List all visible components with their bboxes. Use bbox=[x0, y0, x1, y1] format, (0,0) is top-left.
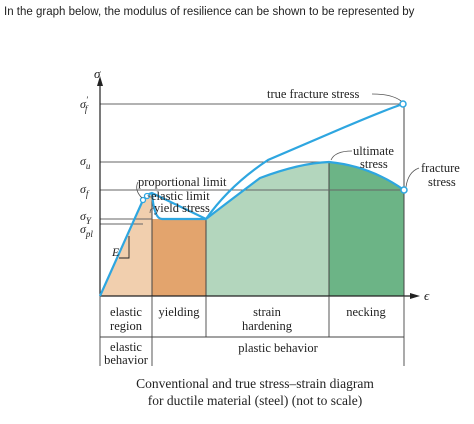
ultimate-label-line1: ultimate bbox=[353, 144, 394, 158]
proportional-leader bbox=[136, 181, 143, 199]
ultimate-label-line2: stress bbox=[360, 157, 388, 171]
tick-sigma-u: σu bbox=[80, 154, 91, 171]
caption-line2: for ductile material (steel) (not to sca… bbox=[148, 393, 362, 408]
y-axis-arrow bbox=[97, 76, 103, 86]
fracture-leader bbox=[405, 167, 420, 188]
proportional-limit-marker bbox=[139, 196, 147, 204]
plastic-behavior-label: plastic behavior bbox=[238, 341, 318, 355]
tick-sigma-y: σY bbox=[80, 209, 92, 226]
elastic-limit-marker bbox=[143, 192, 151, 200]
yielding-region-fill bbox=[152, 193, 206, 296]
proportional-limit-label: proportional limit bbox=[138, 175, 227, 189]
x-axis-arrow bbox=[410, 293, 420, 299]
necking-label: necking bbox=[346, 305, 386, 319]
necking-region-fill bbox=[329, 162, 404, 296]
elastic-region-label-1: elastic bbox=[110, 305, 142, 319]
true-stress-curve bbox=[205, 102, 404, 220]
ultimate-leader bbox=[330, 150, 353, 161]
tick-sigma-f-prime: σ′ f bbox=[80, 95, 89, 114]
yield-leader bbox=[149, 207, 155, 214]
elastic-limit-leader bbox=[147, 194, 152, 198]
elastic-region-label-2: region bbox=[110, 319, 143, 333]
fracture-label-line2: stress bbox=[428, 175, 456, 189]
y-axis-label: σ bbox=[94, 66, 101, 81]
modulus-triangle bbox=[119, 236, 130, 259]
yield-stress-label: yield stress bbox=[154, 201, 210, 215]
true-fracture-stress-label: true fracture stress bbox=[267, 87, 359, 101]
tick-sigma-pl: σpl bbox=[80, 222, 93, 239]
caption-line1: Conventional and true stress–strain diag… bbox=[136, 376, 374, 391]
yield-plateau bbox=[150, 192, 206, 221]
true-fracture-leader bbox=[371, 93, 402, 102]
tick-sigma-f: σf bbox=[80, 182, 90, 199]
strain-hardening-label-2: hardening bbox=[242, 319, 293, 333]
yielding-label: yielding bbox=[159, 305, 201, 319]
question-text: In the graph below, the modulus of resil… bbox=[4, 6, 415, 18]
strain-hardening-label-1: strain bbox=[253, 305, 282, 319]
x-axis-label: ϵ bbox=[424, 288, 430, 303]
elastic-behavior-label-2: behavior bbox=[104, 353, 149, 367]
fracture-label-line1: fracture bbox=[421, 161, 460, 175]
true-fracture-marker bbox=[399, 100, 407, 108]
fracture-point-marker bbox=[400, 186, 408, 194]
elastic-behavior-label-1: elastic bbox=[110, 340, 142, 354]
modulus-label: E bbox=[111, 245, 120, 259]
elastic-limit-label: elastic limit bbox=[151, 189, 210, 203]
